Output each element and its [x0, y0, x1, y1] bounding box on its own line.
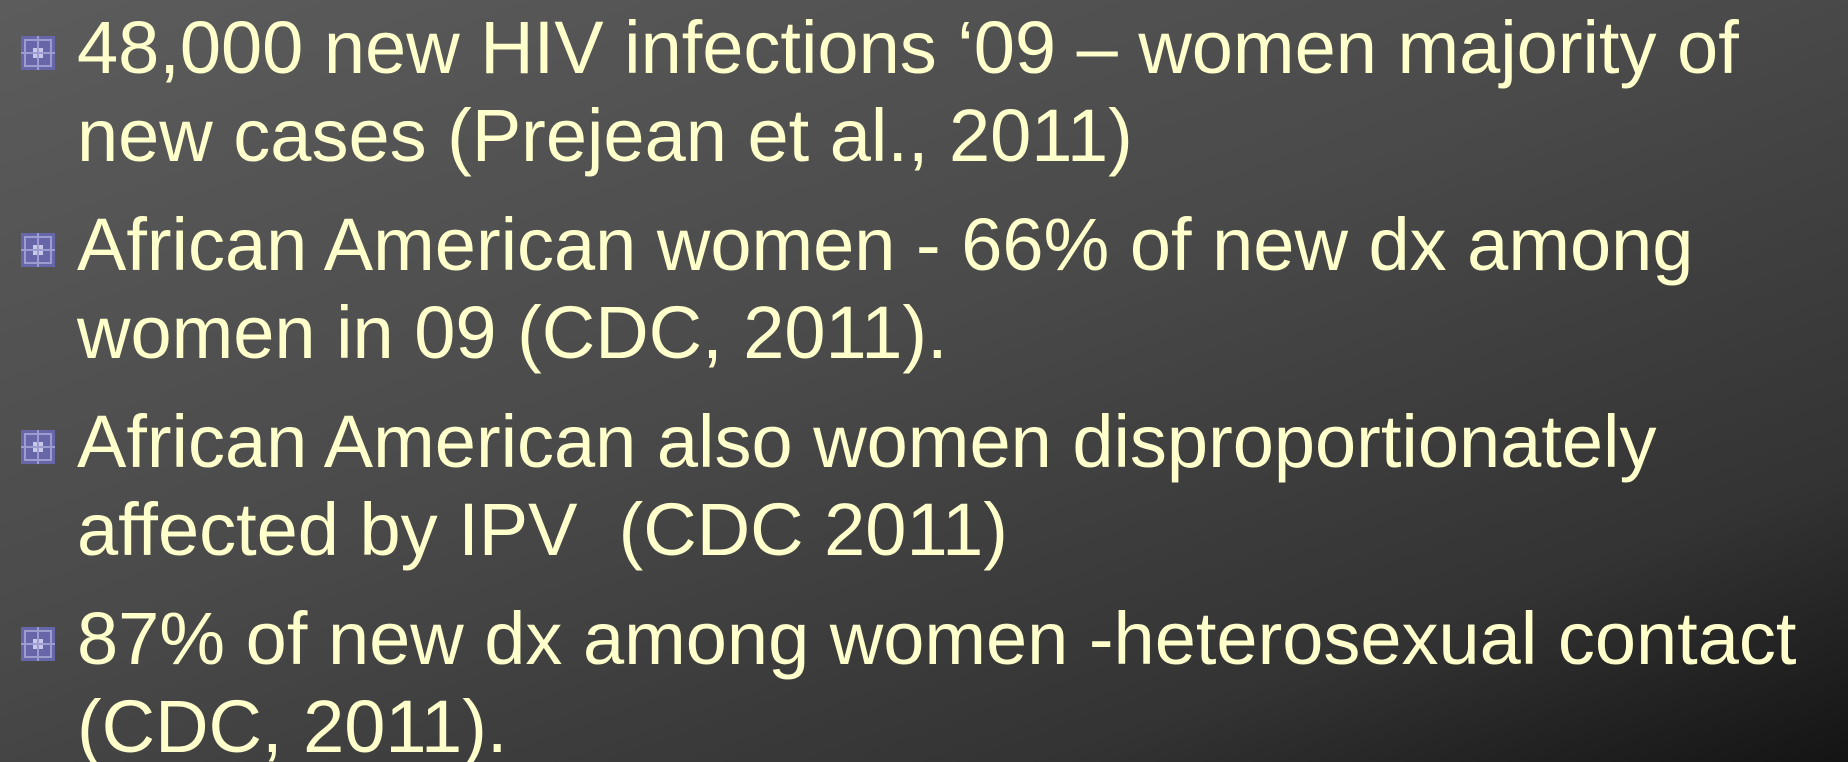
bullet-text: new cases (Prejean et al., 2011) [77, 94, 1133, 177]
bullet-icon [21, 233, 55, 267]
bullet-icon [21, 627, 55, 661]
bullet-text: women in 09 (CDC, 2011). [77, 291, 948, 374]
bullet-text: African American women - 66% of new dx a… [77, 203, 1694, 286]
bullet-icon [21, 36, 55, 70]
bullet-marker [21, 233, 55, 267]
bullet-text: 48,000 new HIV infections ‘09 – women ma… [77, 6, 1739, 89]
bullet-marker [21, 430, 55, 464]
bullet-marker [21, 36, 55, 70]
bullet-text: (CDC, 2011). [77, 685, 508, 762]
bullet-text: 87% of new dx among women -heterosexual … [77, 597, 1797, 680]
bullet-text: African American also women disproportio… [77, 400, 1657, 483]
bullet-text: affected by IPV (CDC 2011) [77, 488, 1008, 571]
bullet-marker [21, 627, 55, 661]
bullet-icon [21, 430, 55, 464]
